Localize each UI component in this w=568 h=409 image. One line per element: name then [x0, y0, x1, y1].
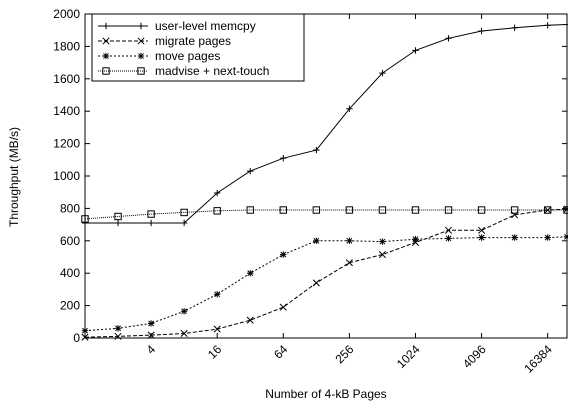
data-point-series-0: [114, 219, 122, 227]
legend-label-0: user-level memcpy: [155, 19, 256, 33]
data-point-series-1: [114, 332, 122, 340]
data-point-series-3: [312, 206, 321, 214]
y-tick-label: 1800: [53, 39, 80, 53]
y-tick-label: 200: [60, 299, 80, 313]
data-point-series-0: [147, 219, 155, 227]
legend-marker-2: [102, 52, 110, 60]
data-point-series-0: [280, 154, 287, 162]
x-tick-label: 256: [332, 342, 356, 366]
y-tick-label: 1200: [53, 137, 80, 151]
y-tick-label: 0: [73, 331, 80, 345]
data-point-series-3: [246, 206, 254, 214]
data-point-series-2: [280, 251, 287, 258]
data-point-series-2: [346, 237, 353, 244]
data-point-series-2: [511, 234, 518, 241]
data-point-series-3: [378, 206, 387, 214]
data-point-series-0: [478, 27, 485, 35]
legend-label-3: madvise + next-touch: [155, 64, 269, 78]
x-tick-label: 4096: [460, 342, 489, 371]
data-point-series-0: [544, 22, 551, 29]
x-tick-label: 4: [144, 342, 159, 357]
data-point-series-2: [379, 238, 386, 245]
data-point-series-3: [279, 206, 287, 214]
y-tick-label: 1000: [53, 169, 80, 183]
y-tick-label: 1600: [53, 72, 80, 86]
data-point-series-0: [346, 105, 353, 112]
data-point-series-2: [180, 308, 188, 315]
data-point-series-3: [114, 212, 122, 221]
x-tick-label: 64: [271, 342, 291, 362]
data-point-series-3: [444, 206, 453, 214]
legend-label-2: move pages: [155, 49, 220, 63]
legend-marker-3: [137, 67, 145, 75]
data-point-series-3: [213, 207, 221, 215]
data-point-series-0: [247, 167, 254, 175]
data-point-series-3: [543, 206, 552, 214]
legend-label-1: migrate pages: [155, 34, 231, 48]
data-point-series-0: [213, 189, 221, 197]
data-point-series-2: [445, 235, 452, 242]
legend-marker-0: [102, 22, 110, 30]
legend-marker-1: [102, 37, 110, 45]
data-point-series-1: [345, 259, 353, 267]
plot-layer: [81, 21, 568, 341]
data-point-series-3: [411, 206, 420, 214]
series-line-1: [84, 208, 568, 338]
y-tick-label: 800: [60, 201, 80, 215]
data-point-series-2: [478, 234, 485, 241]
y-tick-label: 600: [60, 234, 80, 248]
data-point-series-1: [411, 238, 420, 246]
data-point-series-1: [279, 303, 287, 311]
data-point-series-3: [147, 210, 155, 218]
series-line-0: [85, 24, 568, 224]
x-axis-label: Number of 4-kB Pages: [265, 387, 386, 401]
data-point-series-2: [147, 320, 155, 327]
legend-marker-2: [137, 52, 145, 60]
data-point-series-0: [313, 146, 320, 154]
data-point-series-2: [213, 291, 221, 298]
legend-marker-1: [137, 37, 145, 45]
data-point-series-3: [477, 206, 486, 214]
data-point-series-2: [247, 270, 254, 277]
data-point-series-2: [313, 237, 320, 244]
data-point-series-0: [511, 24, 518, 31]
data-point-series-0: [412, 47, 419, 54]
data-point-series-0: [445, 35, 452, 42]
y-tick-label: 400: [60, 266, 80, 280]
data-point-series-1: [180, 329, 188, 338]
series-line-2: [84, 236, 568, 332]
data-point-series-3: [510, 206, 519, 214]
data-point-series-1: [478, 226, 486, 234]
x-tick-label: 16384: [521, 342, 555, 376]
x-tick-label: 16: [205, 342, 225, 362]
data-point-series-1: [246, 316, 254, 324]
data-point-series-1: [213, 325, 221, 333]
data-point-series-2: [412, 235, 419, 243]
legend-box: [91, 13, 305, 82]
data-point-series-1: [378, 251, 386, 259]
data-point-series-1: [444, 226, 453, 234]
legend-marker-3: [102, 67, 110, 75]
data-point-series-2: [544, 234, 551, 241]
x-tick-label: 1024: [394, 342, 423, 371]
y-axis-label: Throughput (MB/s): [7, 127, 21, 227]
data-point-series-0: [180, 219, 188, 227]
y-tick-label: 2000: [53, 7, 80, 21]
data-point-series-3: [180, 208, 188, 217]
series-line-3: [84, 209, 567, 220]
data-point-series-0: [379, 69, 386, 77]
data-point-series-3: [345, 206, 354, 214]
legend-marker-0: [137, 22, 145, 30]
data-point-series-1: [312, 279, 320, 287]
y-tick-label: 1400: [53, 104, 80, 118]
data-point-series-2: [114, 325, 122, 332]
